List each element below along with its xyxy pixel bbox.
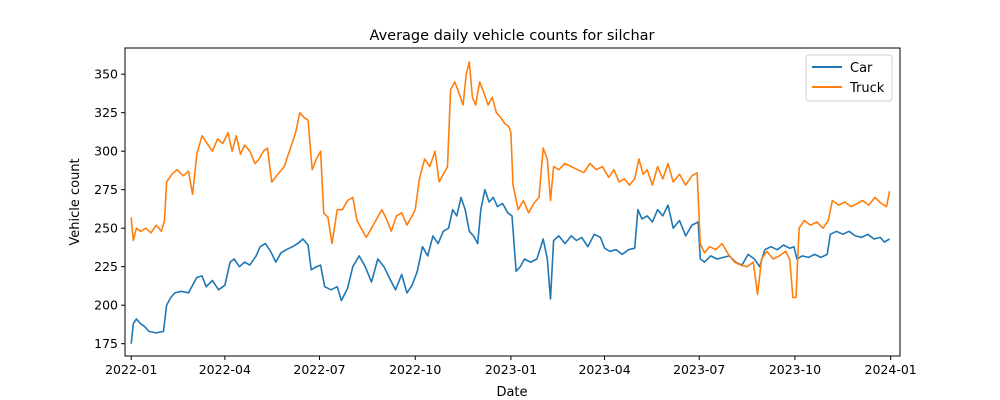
x-tick-label: 2022-07: [293, 362, 345, 377]
y-axis-label: Vehicle count: [68, 158, 83, 245]
x-tick-label: 2022-10: [389, 362, 441, 377]
x-tick-label: 2023-01: [485, 362, 537, 377]
y-tick-label: 350: [94, 67, 118, 82]
x-tick-label: 2023-10: [769, 362, 821, 377]
plot-area-frame: [124, 47, 901, 357]
y-tick-label: 275: [94, 182, 118, 197]
y-tick-label: 200: [94, 298, 118, 313]
series-line-car: [130, 188, 890, 344]
legend-label-truck: Truck: [849, 81, 885, 96]
x-tick-label: 2022-04: [199, 362, 251, 377]
series-line-truck: [130, 61, 891, 299]
y-tick-label: 175: [94, 336, 118, 351]
y-axis: 175 200 225 250 275 300 325 350: [94, 67, 125, 351]
legend: Car Truck: [805, 54, 893, 102]
chart-title: Average daily vehicle counts for silchar: [370, 28, 655, 44]
y-tick-label: 325: [94, 105, 118, 120]
y-tick-label: 250: [94, 221, 118, 236]
x-tick-label: 2022-01: [105, 362, 157, 377]
y-tick-label: 300: [94, 144, 118, 159]
x-tick-label: 2023-04: [578, 362, 630, 377]
series-layer: [130, 61, 891, 344]
legend-label-car: Car: [850, 61, 873, 76]
x-tick-label: 2023-07: [673, 362, 725, 377]
x-tick-label: 2024-01: [865, 362, 917, 377]
x-axis-label: Date: [496, 385, 527, 400]
x-axis: 2022-01 2022-04 2022-07 2022-10 2023-01 2023-…: [105, 356, 917, 377]
y-tick-label: 225: [94, 259, 118, 274]
